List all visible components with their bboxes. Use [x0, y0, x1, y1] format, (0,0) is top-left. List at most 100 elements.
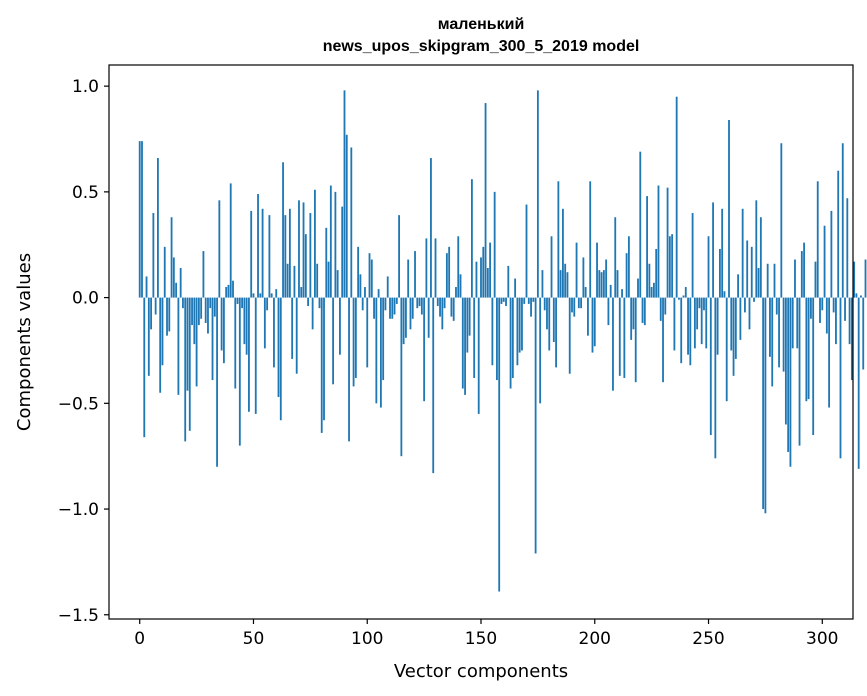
bar: [566, 272, 569, 298]
bar: [414, 251, 416, 298]
bar: [511, 297, 514, 378]
bar: [354, 297, 357, 378]
bar: [641, 297, 644, 323]
bar: [589, 181, 592, 298]
bar: [659, 297, 662, 321]
bar: [461, 297, 464, 389]
bar: [725, 297, 728, 402]
bar: [320, 297, 323, 433]
bar: [232, 280, 234, 298]
bar: [700, 297, 703, 345]
bar: [211, 297, 214, 381]
bar: [705, 297, 708, 349]
bar: [682, 295, 685, 298]
bar: [395, 297, 398, 304]
bar: [391, 297, 394, 319]
bar: [766, 263, 769, 298]
bar: [261, 208, 264, 298]
bar: [639, 151, 642, 298]
x-tick-label: 200: [579, 629, 611, 649]
bar: [653, 282, 655, 298]
bar: [407, 259, 410, 298]
bar: [220, 297, 223, 351]
bar: [300, 287, 303, 298]
bar: [850, 297, 853, 381]
bar: [186, 297, 189, 391]
bar: [630, 297, 633, 340]
bar: [427, 297, 430, 338]
bar: [671, 234, 674, 298]
bar: [580, 297, 583, 309]
bar: [309, 213, 312, 298]
bar: [279, 297, 282, 421]
bar: [498, 297, 501, 592]
bar: [222, 297, 225, 364]
bar: [359, 274, 362, 298]
bar: [855, 293, 858, 298]
bar: [780, 143, 783, 298]
bar: [241, 297, 244, 309]
bar: [555, 297, 557, 368]
bar: [536, 90, 539, 298]
bar: [621, 289, 623, 298]
bar: [680, 297, 683, 364]
x-tick-label: 150: [465, 629, 497, 649]
bar: [605, 259, 608, 298]
bar: [418, 297, 421, 307]
bar: [168, 297, 171, 332]
bar: [493, 191, 496, 298]
bar: [420, 297, 423, 315]
bar: [530, 297, 532, 317]
bar: [229, 183, 232, 298]
bar: [775, 297, 778, 315]
bar: [712, 202, 714, 298]
bar: [254, 297, 257, 414]
bar: [434, 238, 437, 298]
bar: [329, 185, 332, 298]
bar: [814, 261, 817, 298]
bar: [268, 215, 271, 298]
bar: [382, 297, 385, 381]
bar: [204, 297, 207, 323]
bar: [509, 297, 512, 389]
bar: [534, 297, 537, 554]
bar: [188, 297, 191, 431]
bar: [609, 284, 612, 298]
bar: [764, 297, 767, 514]
bar: [336, 270, 339, 298]
bar: [398, 215, 400, 298]
bar: [179, 267, 182, 298]
bar: [334, 191, 337, 298]
bar: [723, 291, 726, 298]
bar: [379, 297, 382, 408]
bar: [643, 297, 646, 326]
bar: [602, 270, 605, 298]
bar: [734, 297, 737, 359]
bar: [557, 181, 560, 298]
bar: [445, 253, 448, 298]
bar: [562, 208, 564, 298]
bar: [848, 297, 851, 345]
bar: [436, 297, 439, 307]
bar: [339, 297, 341, 355]
bar: [632, 297, 635, 330]
bar: [248, 297, 250, 412]
bar: [311, 297, 314, 330]
bar: [748, 297, 751, 330]
bar: [275, 289, 278, 298]
bar: [411, 297, 414, 319]
bar: [150, 297, 152, 330]
bar: [304, 234, 307, 298]
bar: [393, 297, 396, 315]
bar: [147, 297, 150, 376]
bar: [470, 179, 473, 298]
bar: [546, 297, 548, 330]
bar: [441, 297, 444, 330]
bar: [352, 297, 355, 387]
bar: [200, 297, 203, 319]
bar: [864, 259, 867, 298]
bar: [468, 297, 471, 336]
bar: [587, 297, 589, 336]
bar: [771, 297, 774, 387]
bar: [839, 297, 842, 459]
